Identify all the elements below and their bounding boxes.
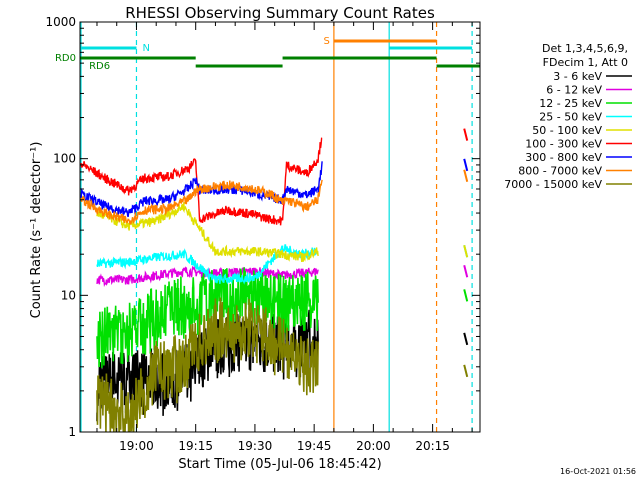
series-group	[80, 128, 469, 432]
annotation-rd0: RD0	[55, 53, 76, 64]
annotation-rd6: RD6	[89, 61, 110, 72]
series-fragment-7	[463, 158, 469, 172]
x-axis-label: Start Time (05-Jul-06 18:45:42)	[178, 457, 381, 472]
annotation-n: N	[142, 43, 149, 54]
legend-item-label: 300 - 800 keV	[525, 151, 602, 164]
series-line-8	[80, 179, 323, 225]
legend-item-label: 100 - 300 keV	[525, 138, 602, 151]
x-tick-label: 19:30	[238, 439, 273, 453]
x-tick-label: 20:15	[415, 439, 450, 453]
series-fragment-5	[463, 245, 469, 258]
legend-item-label: 25 - 50 keV	[539, 111, 602, 124]
legend-item-label: 6 - 12 keV	[546, 84, 602, 97]
x-tick-label: 20:00	[356, 439, 391, 453]
series-line-9	[96, 297, 319, 432]
x-tick-label: 19:45	[297, 439, 332, 453]
plot-frame	[79, 21, 481, 433]
series-fragment-3	[463, 289, 469, 302]
annotation-s: S	[324, 36, 330, 47]
legend-item-label: 12 - 25 keV	[539, 97, 602, 110]
y-tick-label: 100	[53, 152, 76, 166]
series-line-6	[80, 137, 323, 226]
footer-timestamp: 16-Oct-2021 01:56	[560, 467, 636, 476]
x-tick-label: 19:00	[119, 439, 154, 453]
series-fragment-9	[463, 364, 469, 378]
legend-item-label: 50 - 100 keV	[532, 124, 602, 137]
legend-header-line-2: FDecim 1, Att 0	[543, 56, 628, 69]
y-tick-label: 1000	[45, 15, 76, 29]
x-tick-label: 19:15	[178, 439, 213, 453]
series-fragment-8	[463, 169, 469, 182]
legend-item-label: 7000 - 15000 keV	[504, 178, 602, 191]
y-tick-label: 1	[68, 425, 76, 439]
legend: Det 1,3,4,5,6,9, FDecim 1, Att 0 3 - 6 k…	[504, 42, 632, 191]
flag-bands	[80, 22, 480, 432]
y-axis-label: Count Rate (s⁻¹ detector⁻¹)	[29, 142, 44, 319]
series-fragment-6	[463, 128, 469, 141]
x-axis: 19:00 19:15 19:30 19:45 20:00 20:15	[96, 22, 473, 453]
y-axis: 1 10 100 1000	[45, 15, 480, 439]
legend-item-label: 3 - 6 keV	[553, 70, 602, 83]
legend-header-line-1: Det 1,3,4,5,6,9,	[542, 42, 628, 55]
y-tick-label: 10	[61, 288, 76, 302]
series-line-4	[96, 244, 319, 285]
series-fragment-2	[463, 265, 469, 278]
series-fragment-1	[463, 332, 469, 346]
legend-item-label: 800 - 7000 keV	[518, 165, 602, 178]
chart-title: RHESSI Observing Summary Count Rates	[125, 4, 435, 22]
series-line-5	[96, 202, 319, 262]
